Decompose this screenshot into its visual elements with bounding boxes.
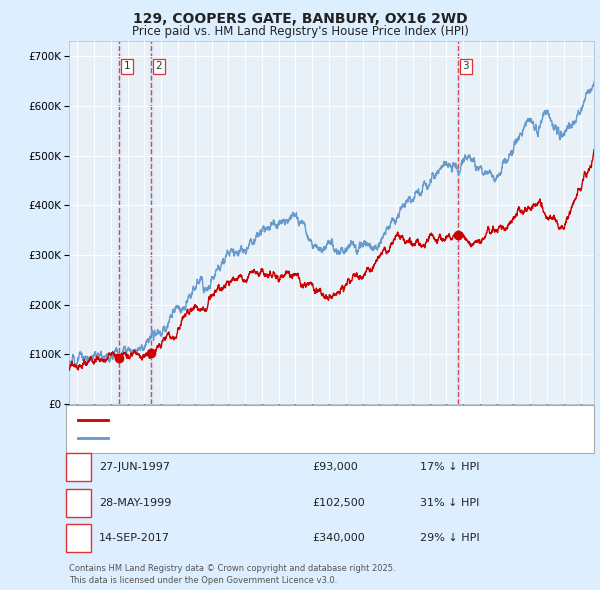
Bar — [117, 41, 121, 404]
Text: 28-MAY-1999: 28-MAY-1999 — [99, 498, 172, 507]
Text: 2: 2 — [75, 498, 82, 507]
Text: HPI: Average price, detached house, Cherwell: HPI: Average price, detached house, Cher… — [114, 433, 353, 443]
Text: £340,000: £340,000 — [312, 533, 365, 543]
Bar — [456, 41, 460, 404]
Bar — [149, 41, 154, 404]
Text: 31% ↓ HPI: 31% ↓ HPI — [420, 498, 479, 507]
Text: 3: 3 — [463, 61, 469, 71]
Text: This data is licensed under the Open Government Licence v3.0.: This data is licensed under the Open Gov… — [69, 576, 337, 585]
Text: 27-JUN-1997: 27-JUN-1997 — [99, 463, 170, 472]
Text: £93,000: £93,000 — [312, 463, 358, 472]
Text: 14-SEP-2017: 14-SEP-2017 — [99, 533, 170, 543]
Text: 1: 1 — [75, 463, 82, 472]
Text: 29% ↓ HPI: 29% ↓ HPI — [420, 533, 479, 543]
Text: 17% ↓ HPI: 17% ↓ HPI — [420, 463, 479, 472]
Text: 2: 2 — [155, 61, 162, 71]
Text: 129, COOPERS GATE, BANBURY, OX16 2WD (detached house): 129, COOPERS GATE, BANBURY, OX16 2WD (de… — [114, 415, 435, 425]
Text: 3: 3 — [75, 533, 82, 543]
Text: £102,500: £102,500 — [312, 498, 365, 507]
Text: Price paid vs. HM Land Registry's House Price Index (HPI): Price paid vs. HM Land Registry's House … — [131, 25, 469, 38]
Text: Contains HM Land Registry data © Crown copyright and database right 2025.: Contains HM Land Registry data © Crown c… — [69, 565, 395, 573]
Text: 1: 1 — [124, 61, 130, 71]
Text: 129, COOPERS GATE, BANBURY, OX16 2WD: 129, COOPERS GATE, BANBURY, OX16 2WD — [133, 12, 467, 26]
